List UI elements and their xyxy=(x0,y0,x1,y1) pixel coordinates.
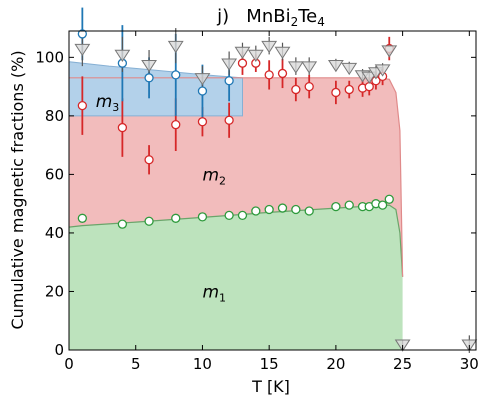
total-marker xyxy=(301,61,318,74)
title-subscript: 4 xyxy=(317,15,325,29)
y-tick-label: 0 xyxy=(54,341,64,359)
m2-band xyxy=(69,77,403,277)
region-label-subscript: 2 xyxy=(219,174,226,187)
total-marker xyxy=(261,40,278,54)
x-tick-label: 20 xyxy=(326,355,345,373)
data-markers xyxy=(74,29,478,352)
m2-marker xyxy=(344,84,354,95)
total-marker xyxy=(141,59,157,73)
total-marker xyxy=(114,49,131,62)
m1-marker xyxy=(171,213,181,223)
y-axis-title: Cumulative magnetic fractions (%) xyxy=(8,50,27,329)
m2-marker xyxy=(277,68,288,79)
region-label-base: m xyxy=(96,92,113,112)
m2-marker xyxy=(264,70,274,80)
m2-marker xyxy=(237,58,248,68)
m1-marker xyxy=(331,201,341,212)
region-label-m2: m2 xyxy=(202,165,226,187)
y-tick-label: 80 xyxy=(45,107,64,125)
m1-marker xyxy=(117,219,128,229)
axes: 0 5 10 15 20 25 30 0 20 40 60 80 100 xyxy=(35,30,479,373)
m2-marker xyxy=(171,120,181,130)
m1-marker xyxy=(344,200,354,210)
m1-marker xyxy=(251,206,261,216)
m1-marker xyxy=(291,204,301,215)
region-label-subscript: 3 xyxy=(112,101,119,114)
y-tick-label: 40 xyxy=(45,224,64,242)
m1-marker xyxy=(197,212,208,222)
m1-marker xyxy=(304,206,314,216)
m1-band xyxy=(69,205,403,350)
x-tick-label: 15 xyxy=(260,355,279,373)
x-axis-title: T [K] xyxy=(251,377,290,396)
m3-marker xyxy=(197,86,208,96)
x-tick-label: 30 xyxy=(460,355,479,373)
m2-marker xyxy=(197,117,208,127)
m1-marker xyxy=(377,200,388,210)
m2-marker xyxy=(304,81,314,92)
total-marker xyxy=(374,64,391,77)
m2-marker xyxy=(224,115,234,125)
total-marker xyxy=(221,58,238,71)
total-marker xyxy=(167,40,184,54)
m2-marker xyxy=(331,87,341,98)
m1-marker xyxy=(384,194,394,204)
m2-marker xyxy=(291,84,301,95)
title-subscript: 2 xyxy=(291,15,299,29)
y-tick-label: 100 xyxy=(35,48,64,66)
m2-marker xyxy=(117,122,128,133)
m3-marker xyxy=(171,70,181,80)
x-tick-label: 5 xyxy=(131,355,141,373)
total-marker xyxy=(381,45,398,58)
m2-marker xyxy=(77,100,87,111)
region-label-m3: m3 xyxy=(96,92,120,114)
total-marker xyxy=(327,59,344,73)
chart-title: j) MnBi2Te4 xyxy=(216,6,325,29)
title-formula: MnBi xyxy=(246,6,290,27)
m1-marker xyxy=(264,204,274,215)
y-tick-label: 20 xyxy=(45,282,64,300)
m1-marker xyxy=(77,213,87,223)
region-label-base: m xyxy=(202,165,219,185)
total-marker xyxy=(274,46,291,60)
total-marker xyxy=(341,62,358,76)
x-tick-label: 0 xyxy=(64,355,74,373)
total-marker xyxy=(234,46,251,60)
title-formula: Te xyxy=(297,6,317,27)
m1-marker xyxy=(224,210,234,221)
region-label-subscript: 1 xyxy=(219,291,226,304)
m3-marker xyxy=(144,73,154,83)
m2-curve xyxy=(69,77,404,277)
plot-frame xyxy=(68,30,477,351)
m3-marker xyxy=(224,76,234,86)
x-tick-label: 25 xyxy=(393,355,412,373)
x-tick-label: 10 xyxy=(193,355,212,373)
title-prefix: j) xyxy=(216,6,246,27)
m2-marker xyxy=(144,155,154,165)
y-tick-label: 60 xyxy=(45,165,64,183)
m1-marker xyxy=(237,210,248,221)
region-label-m1: m1 xyxy=(202,282,226,304)
total-marker xyxy=(194,73,211,86)
total-marker xyxy=(287,61,304,74)
m1-marker xyxy=(144,216,154,226)
region-label-base: m xyxy=(202,282,219,302)
total-marker xyxy=(74,43,91,57)
m3-marker xyxy=(77,29,87,39)
total-marker xyxy=(247,49,264,62)
total-marker xyxy=(361,71,378,84)
m1-marker xyxy=(277,203,288,213)
